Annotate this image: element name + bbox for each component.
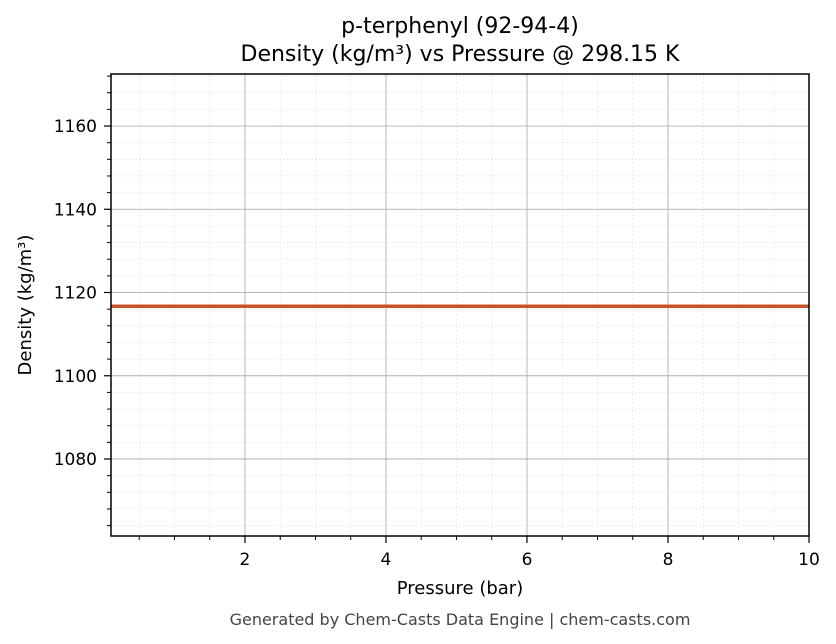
x-tick-label: 2	[240, 550, 251, 570]
chart-title: p-terphenyl (92-94-4)	[341, 14, 579, 39]
x-tick-label: 8	[663, 550, 674, 570]
tick-labels: 2 4 6 8 10 1080 1100 1120 1140 1160	[54, 117, 820, 570]
y-tick-label: 1140	[54, 200, 97, 220]
y-tick-label: 1100	[54, 367, 97, 387]
axis-ticks	[104, 75, 810, 543]
x-axis-label: Pressure (bar)	[397, 578, 523, 599]
y-axis-label: Density (kg/m³)	[15, 235, 36, 376]
footer-credit: Generated by Chem-Casts Data Engine | ch…	[230, 610, 691, 629]
x-tick-label: 4	[381, 550, 392, 570]
x-tick-label: 6	[522, 550, 533, 570]
chart-subtitle: Density (kg/m³) vs Pressure @ 298.15 K	[241, 42, 681, 67]
y-tick-label: 1080	[54, 450, 97, 470]
x-tick-label: 10	[798, 550, 820, 570]
y-tick-label: 1120	[54, 284, 97, 304]
y-tick-label: 1160	[54, 117, 97, 137]
plot-area-frame	[110, 73, 810, 537]
